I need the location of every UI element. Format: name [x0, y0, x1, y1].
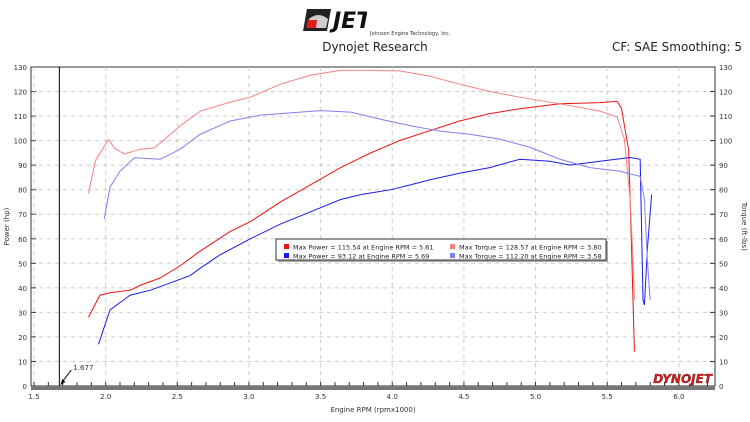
jet-logo-icon: JET [303, 9, 367, 33]
settings-readout: CF: SAE Smoothing: 5 [611, 40, 742, 54]
y2-tick-label: 50 [719, 260, 728, 268]
y-tick-label: 40 [18, 285, 27, 293]
y2-tick-label: 20 [719, 334, 728, 342]
y2-tick-label: 130 [719, 64, 732, 72]
y-tick-label: 130 [14, 64, 27, 72]
legend-swatch [284, 253, 289, 258]
x-tick-label: 5.5 [602, 393, 613, 401]
x-tick-label: 4.0 [387, 393, 398, 401]
y-tick-label: 30 [18, 309, 27, 317]
x-tick-label: 3.5 [315, 393, 326, 401]
y-tick-label: 120 [14, 89, 27, 97]
y2-tick-label: 60 [719, 236, 728, 244]
y-tick-label: 70 [18, 211, 27, 219]
x-tick-label: 3.0 [243, 393, 254, 401]
y2-tick-label: 80 [719, 187, 728, 195]
legend-entry: Max Power = 115.54 at Engine RPM = 5.61 [293, 244, 434, 252]
x-tick-label: 6.0 [673, 393, 684, 401]
x-axis-bar [31, 386, 715, 390]
x-tick-label: 2.5 [172, 393, 183, 401]
y2-tick-label: 30 [719, 309, 728, 317]
y2-axis-label: Torque (ft-lbs) [740, 201, 748, 251]
plot-frame [30, 66, 716, 387]
legend-box [275, 238, 607, 261]
series-line-torque_run1 [87, 69, 635, 301]
cursor-arrowhead-icon [60, 379, 66, 385]
legend-swatch [284, 244, 289, 249]
y-tick-label: 100 [14, 138, 27, 146]
y-tick-label: 20 [18, 334, 27, 342]
series-line-power_run2 [98, 157, 653, 345]
x-tick-label: 5.0 [530, 393, 541, 401]
series-line-power_run1 [88, 100, 635, 352]
logo-subtext: Johnson Engine Technology, Inc. [370, 31, 451, 37]
y-tick-label: 10 [18, 358, 27, 366]
legend-swatch [450, 253, 455, 258]
x-axis-label: Engine RPM (rpmx1000) [330, 406, 415, 414]
cursor-marker-label: 1.677 [73, 364, 93, 372]
legend-swatch [450, 244, 455, 249]
y2-tick-label: 40 [719, 285, 728, 293]
y-tick-label: 90 [18, 162, 27, 170]
y-tick-label: 50 [18, 260, 27, 268]
x-tick-label: 2.0 [100, 393, 111, 401]
y2-tick-label: 90 [719, 162, 728, 170]
y-tick-label: 0 [23, 383, 27, 391]
dynojet-watermark-logo: DYNOJET [653, 372, 713, 386]
y2-tick-label: 110 [719, 113, 732, 121]
x-tick-label: 1.5 [28, 393, 39, 401]
y2-tick-label: 100 [719, 138, 732, 146]
svg-text:JET: JET [329, 9, 367, 33]
legend-entry: Max Power = 93.12 at Engine RPM = 5.69 [293, 253, 429, 261]
y-tick-label: 60 [18, 236, 27, 244]
series-line-torque_run2 [103, 110, 651, 301]
y2-tick-label: 0 [719, 383, 723, 391]
legend-entry: Max Torque = 128.57 at Engine RPM = 3.80 [459, 244, 602, 252]
y2-tick-label: 120 [719, 89, 732, 97]
y2-tick-label: 10 [719, 358, 728, 366]
y2-tick-label: 70 [719, 211, 728, 219]
legend-entry: Max Torque = 112.20 at Engine RPM = 3.58 [459, 253, 602, 261]
y-axis-label: Power (hp) [3, 207, 11, 245]
y-tick-label: 80 [18, 187, 27, 195]
chart-title: Dynojet Research [322, 40, 428, 54]
y-tick-label: 110 [14, 113, 27, 121]
x-tick-label: 4.5 [458, 393, 469, 401]
